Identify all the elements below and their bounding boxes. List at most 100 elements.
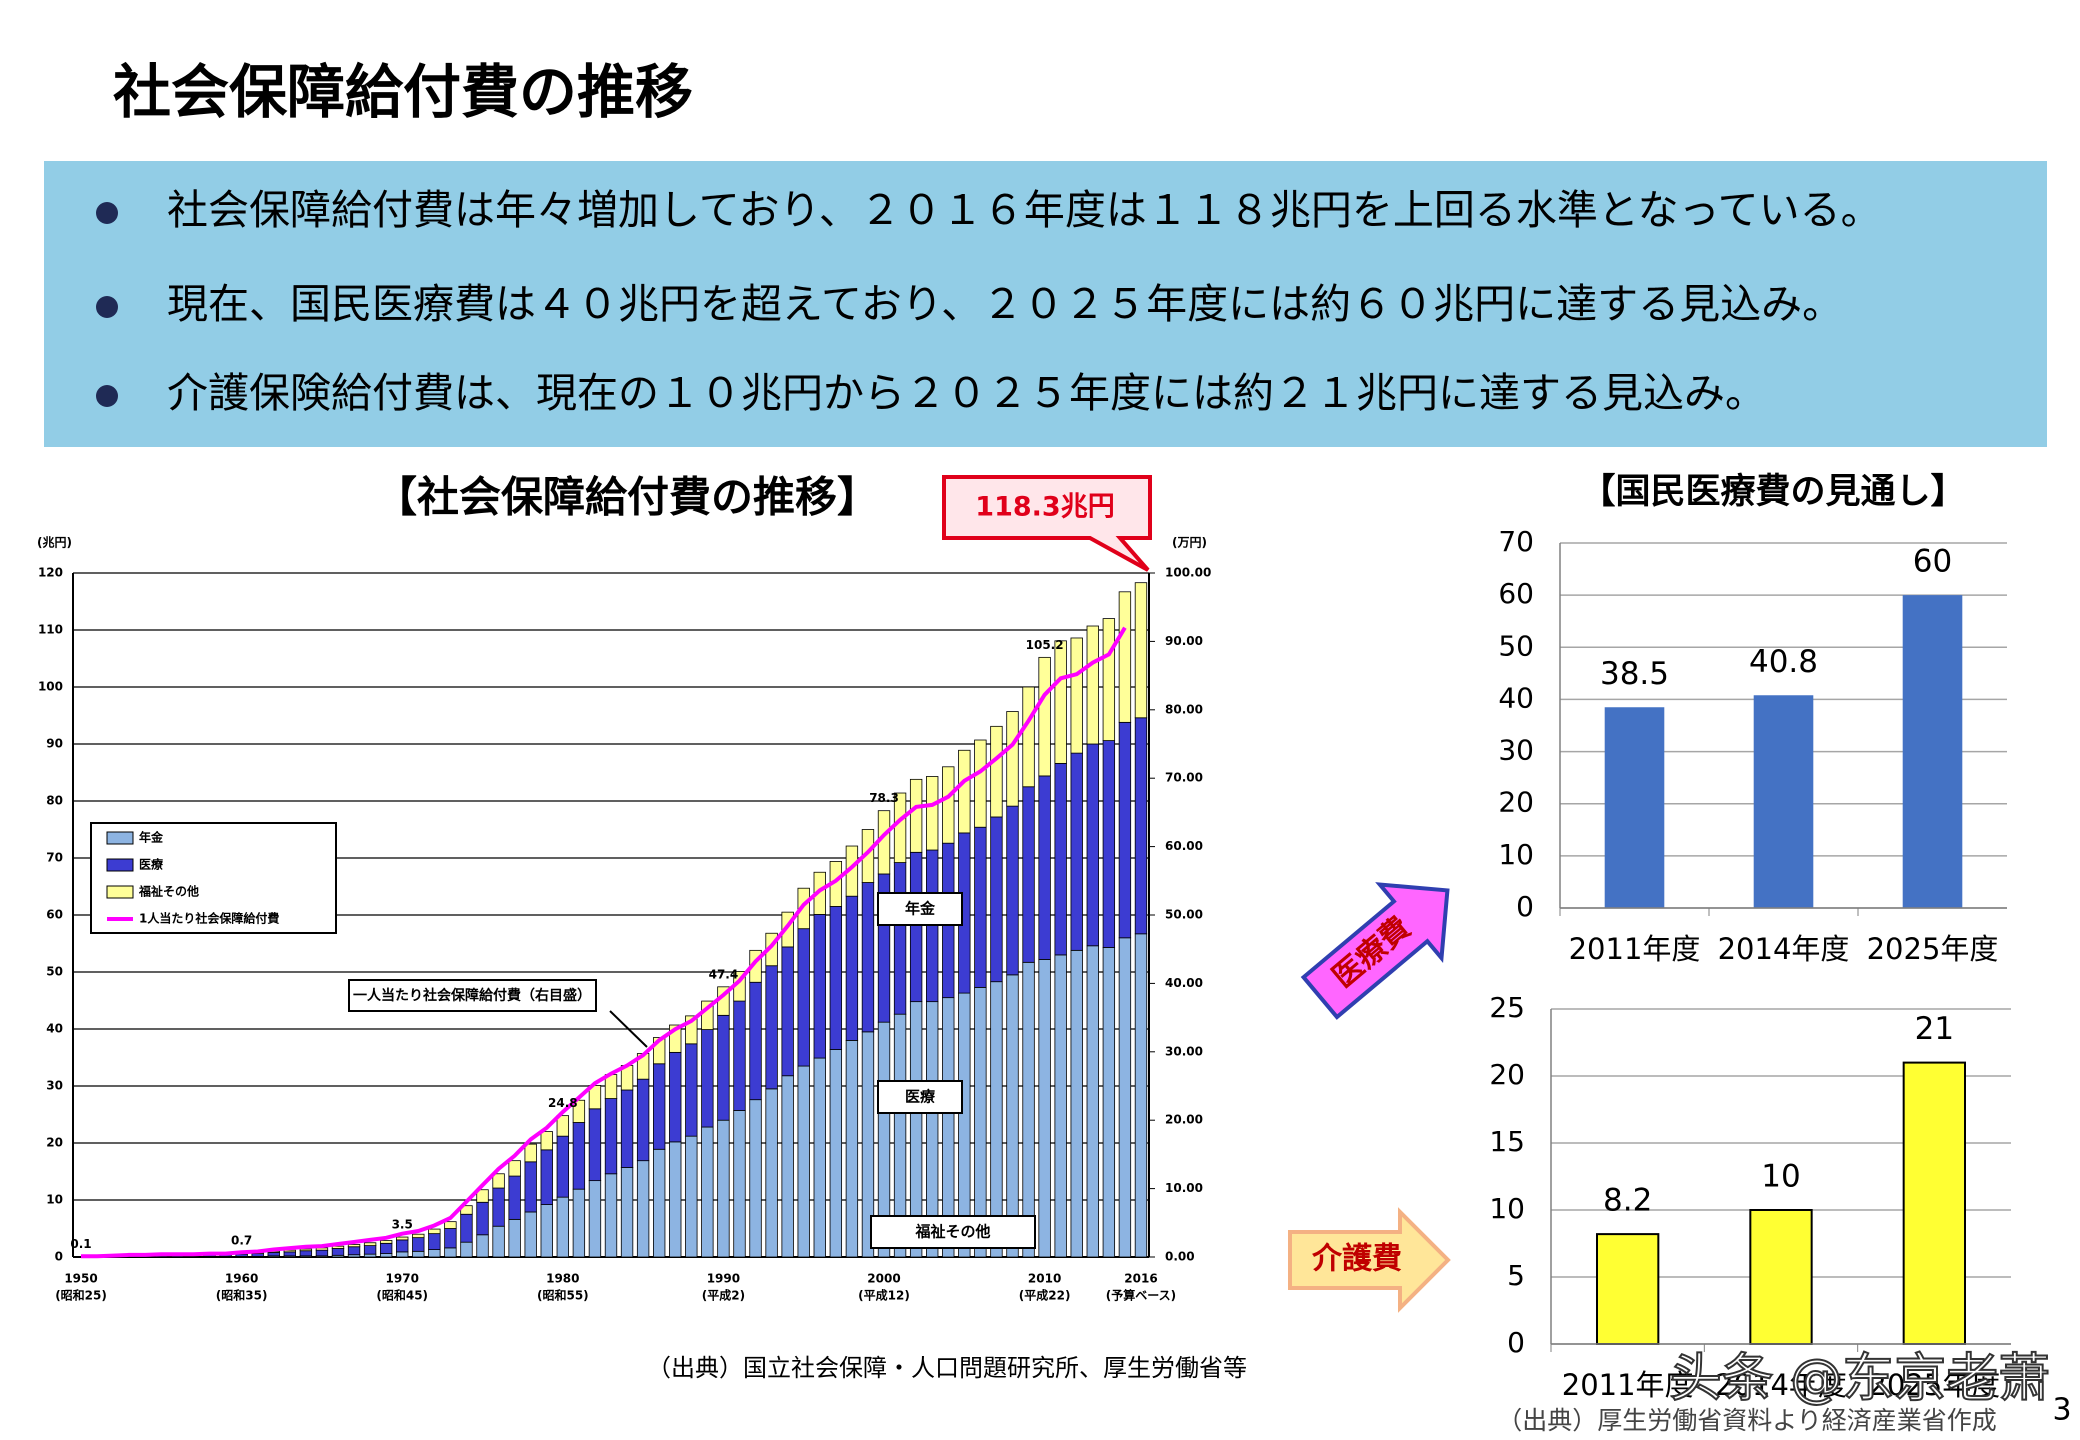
- bar-segment: [652, 1148, 666, 1258]
- source-note: （出典）厚生労働省資料より経済産業省作成: [1497, 1406, 1997, 1435]
- bar-segment: [1022, 786, 1035, 963]
- value-label: 10: [1761, 1159, 1800, 1195]
- bar-segment: [733, 1110, 746, 1258]
- bar-segment: [1022, 961, 1035, 1258]
- y-tick-label: 90: [46, 737, 63, 751]
- annotation: 78.3: [869, 791, 899, 805]
- bar-segment: [701, 1029, 714, 1128]
- x-era-label: (昭和35): [216, 1288, 268, 1303]
- bar-segment: [572, 1188, 586, 1258]
- legend-swatch: [106, 858, 134, 872]
- x-era-label: (昭和45): [376, 1288, 428, 1303]
- bar-segment: [556, 1196, 570, 1258]
- bar-segment: [363, 1253, 377, 1258]
- bar-segment: [492, 1173, 505, 1189]
- annotation: 0.1: [70, 1237, 91, 1251]
- bar-segment: [412, 1237, 425, 1252]
- y2-tick-label: 20.00: [1165, 1113, 1203, 1127]
- bar-segment: [974, 739, 987, 828]
- y-tick-label: 0: [1516, 890, 1534, 923]
- bar-segment: [524, 1143, 537, 1163]
- value-label: 60: [1913, 544, 1952, 580]
- bar-segment: [701, 1000, 714, 1030]
- bar-segment: [1118, 721, 1132, 939]
- value-label: 38.5: [1600, 656, 1669, 692]
- bar-segment: [1006, 805, 1019, 976]
- y2-tick-label: 100.00: [1165, 566, 1211, 580]
- bar-segment: [909, 851, 923, 1003]
- x-tick-label: 1960: [225, 1272, 258, 1286]
- bar-segment: [299, 1250, 313, 1257]
- series-label-box: [877, 892, 963, 926]
- bar-segment: [540, 1149, 553, 1205]
- bar-segment: [396, 1236, 409, 1241]
- bar-segment: [652, 1063, 666, 1150]
- bar-segment: [926, 776, 939, 851]
- bar-segment: [685, 1015, 698, 1045]
- x-tick-label: 2025年度: [1868, 1368, 2000, 1402]
- bar-segment: [379, 1240, 393, 1244]
- x-tick-label: 1980: [546, 1272, 579, 1286]
- x-tick-label: 2011年度: [1562, 1368, 1694, 1402]
- bar-segment: [412, 1250, 425, 1258]
- bar-segment: [444, 1247, 457, 1258]
- bar: [1596, 1233, 1660, 1345]
- bar-segment: [267, 1252, 280, 1257]
- y-tick-label: 5: [1507, 1259, 1525, 1292]
- bullet-text: 現在、国民医療費は４０兆円を超えており、２０２５年度には約６０兆円に達する見込み…: [167, 280, 1843, 328]
- bar-segment: [363, 1242, 377, 1246]
- bar-segment: [524, 1211, 537, 1258]
- y-tick-label: 100: [38, 680, 63, 694]
- bar-segment: [669, 1141, 682, 1258]
- arrow: 医療費: [1300, 882, 1450, 1020]
- bar-segment: [283, 1249, 296, 1253]
- legend-swatch: [106, 831, 134, 845]
- y-tick-label: 10: [1498, 838, 1534, 871]
- arrow: 介護費: [1288, 1207, 1451, 1313]
- bar-segment: [636, 1078, 650, 1162]
- bar-segment: [893, 862, 907, 1015]
- bar-segment: [315, 1249, 329, 1257]
- y-tick-label: 50: [1498, 629, 1534, 662]
- bar-segment: [396, 1239, 409, 1253]
- y-tick-label: 10: [46, 1193, 63, 1207]
- bullet-text: 社会保障給付費は年々増加しており、２０１６年度は１１８兆円を上回る水準となってい…: [167, 186, 1882, 234]
- bar-segment: [797, 1065, 810, 1258]
- x-tick-label: 2016: [1124, 1272, 1157, 1286]
- series-label: 医療: [905, 1088, 936, 1106]
- legend-label: 福祉その他: [138, 884, 199, 899]
- slide-title: 社会保障給付費の推移: [113, 58, 693, 126]
- bar-segment: [540, 1131, 553, 1151]
- y-tick-label: 20: [1489, 1058, 1525, 1091]
- bar-segment: [396, 1251, 409, 1258]
- bar-segment: [990, 816, 1003, 983]
- bar-segment: [620, 1089, 634, 1168]
- bullet-dot: [96, 385, 118, 407]
- x-era-label: (昭和55): [537, 1288, 589, 1303]
- y2-tick-label: 80.00: [1165, 702, 1203, 716]
- bullet-dot: [96, 202, 118, 224]
- callout-box: [348, 979, 597, 1012]
- bar-segment: [652, 1037, 666, 1065]
- bar-segment: [1054, 762, 1067, 956]
- bar-segment: [1118, 937, 1132, 1258]
- bar-segment: [636, 1160, 650, 1258]
- source-note: （出典）国立社会保障・人口問題研究所、厚生労働省等: [647, 1354, 1247, 1382]
- bar-segment: [749, 1099, 762, 1258]
- x-era-label: (平成22): [1019, 1288, 1071, 1303]
- watermark: 头条 @东京老萧: [1670, 1349, 2051, 1409]
- bar-segment: [251, 1253, 264, 1257]
- bar-segment: [428, 1233, 441, 1250]
- bar-segment: [1038, 775, 1051, 960]
- x-tick-label: 1990: [707, 1272, 740, 1286]
- bar-segment: [1070, 637, 1083, 754]
- y2-tick-label: 50.00: [1165, 908, 1203, 922]
- annotation: 105.2: [1026, 638, 1064, 652]
- bar-segment: [379, 1242, 393, 1254]
- bar-segment: [845, 895, 859, 1041]
- chart-title: 【社会保障給付費の推移】: [375, 473, 879, 522]
- y-tick-label: 10: [1489, 1192, 1525, 1225]
- bar-segment: [604, 1173, 618, 1258]
- bar-segment: [813, 914, 826, 1059]
